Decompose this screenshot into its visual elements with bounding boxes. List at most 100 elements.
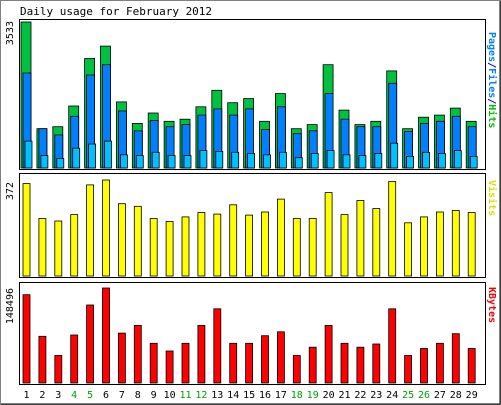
bar-pages-2 (40, 155, 49, 169)
bar-kbytes-13 (213, 308, 222, 384)
x-tick-label-1: 1 (23, 390, 29, 401)
bar-pages-9 (151, 151, 160, 169)
bar-pages-6 (104, 140, 112, 169)
x-tick-label-7: 7 (119, 390, 125, 401)
x-tick-label-12: 12 (195, 390, 207, 401)
x-tick-label-18: 18 (291, 390, 303, 401)
bar-pages-19 (310, 153, 319, 169)
bar-visits-4 (70, 214, 79, 277)
bar-pages-28 (453, 150, 462, 169)
bar-visits-9 (149, 218, 158, 277)
x-tick-label-13: 13 (211, 390, 223, 401)
bar-visits-7 (118, 203, 126, 277)
x-tick-label-20: 20 (323, 390, 335, 401)
bar-visits-14 (229, 204, 238, 277)
x-tick-label-14: 14 (227, 390, 239, 401)
chart-title: Daily usage for February 2012 (20, 5, 212, 18)
bar-pages-16 (263, 154, 271, 169)
kbytes-max-label: 148496 (5, 288, 16, 324)
x-tick-label-3: 3 (55, 390, 61, 401)
bar-pages-15 (247, 153, 256, 169)
bar-pages-23 (374, 153, 383, 169)
bar-pages-27 (437, 153, 446, 169)
bar-kbytes-19 (308, 346, 317, 384)
bar-pages-4 (72, 147, 81, 169)
legend-files-text: Files (486, 68, 498, 98)
legend-visits: Visits (486, 180, 498, 216)
bar-visits-2 (38, 218, 47, 277)
legend-separator-1: / (486, 62, 497, 68)
bar-pages-24 (390, 142, 399, 169)
x-tick-label-24: 24 (386, 390, 398, 401)
bar-visits-3 (54, 220, 63, 277)
x-tick-label-9: 9 (151, 390, 157, 401)
bar-kbytes-7 (118, 332, 126, 384)
visits-max-label: 372 (5, 182, 16, 200)
bar-pages-7 (120, 154, 128, 169)
legend-pages-text: Pages (486, 32, 497, 62)
bar-pages-22 (358, 155, 367, 169)
bar-visits-24 (388, 181, 397, 277)
x-tick-label-6: 6 (103, 390, 109, 401)
bar-kbytes-4 (70, 334, 79, 384)
x-tick-label-22: 22 (354, 390, 366, 401)
hits-max-label: 3533 (5, 21, 16, 45)
x-tick-label-15: 15 (243, 390, 255, 401)
legend-kbytes: KBytes (486, 287, 497, 323)
bar-kbytes-15 (245, 342, 254, 384)
x-tick-label-29: 29 (466, 390, 478, 401)
bar-pages-29 (469, 155, 478, 169)
bar-visits-22 (356, 199, 365, 277)
bar-kbytes-12 (197, 324, 206, 384)
x-tick-label-26: 26 (418, 390, 430, 401)
x-axis-labels: 1 2 3 4 5 6 7 8 9 10 11 12 13 14 15 16 17 18 19 20 21 22 23 24 2… (23, 390, 477, 401)
bar-pages-14 (231, 151, 240, 169)
x-tick-label-28: 28 (450, 390, 462, 401)
bar-pages-17 (278, 151, 287, 169)
bar-pages-8 (135, 155, 144, 169)
x-tick-label-5: 5 (87, 390, 93, 401)
x-tick-label-17: 17 (275, 390, 287, 401)
bar-pages-12 (199, 150, 208, 169)
x-tick-label-8: 8 (135, 390, 141, 401)
x-tick-label-16: 16 (259, 390, 271, 401)
bar-visits-10 (165, 221, 174, 277)
bar-visits-20 (324, 192, 333, 277)
bar-visits-16 (261, 211, 269, 277)
legend-hits: Pages/Files/Hits (486, 32, 498, 128)
legend-separator-2: / (486, 98, 497, 104)
bar-kbytes-3 (54, 355, 63, 384)
x-tick-label-19: 19 (307, 390, 319, 401)
bar-kbytes-22 (356, 346, 365, 384)
bar-visits-17 (276, 198, 285, 277)
bar-kbytes-5 (86, 304, 94, 384)
x-tick-label-10: 10 (164, 390, 176, 401)
bar-kbytes-26 (420, 348, 428, 384)
bar-visits-27 (435, 211, 444, 277)
bar-kbytes-6 (102, 287, 110, 384)
bar-pages-10 (167, 155, 176, 169)
bar-pages-3 (56, 158, 65, 169)
legend-hits-text: Hits (486, 104, 498, 128)
x-tick-label-11: 11 (179, 390, 191, 401)
bar-visits-28 (451, 210, 460, 277)
bar-kbytes-20 (324, 324, 333, 384)
bar-visits-12 (197, 212, 206, 277)
bar-visits-8 (133, 205, 142, 277)
bar-visits-5 (86, 184, 94, 277)
bar-visits-26 (420, 216, 428, 277)
bar-kbytes-14 (229, 342, 238, 384)
legend-kbytes-text: KBytes (486, 287, 497, 323)
x-tick-label-25: 25 (402, 390, 414, 401)
bar-visits-11 (181, 216, 190, 277)
bar-kbytes-1 (22, 294, 31, 384)
bar-kbytes-21 (340, 342, 349, 384)
bar-visits-13 (213, 213, 222, 277)
bars-visits (22, 179, 476, 277)
bar-pages-5 (88, 143, 96, 169)
bar-kbytes-8 (133, 324, 142, 384)
x-tick-label-2: 2 (39, 390, 45, 401)
bar-visits-29 (467, 212, 476, 277)
bar-visits-1 (22, 183, 31, 277)
